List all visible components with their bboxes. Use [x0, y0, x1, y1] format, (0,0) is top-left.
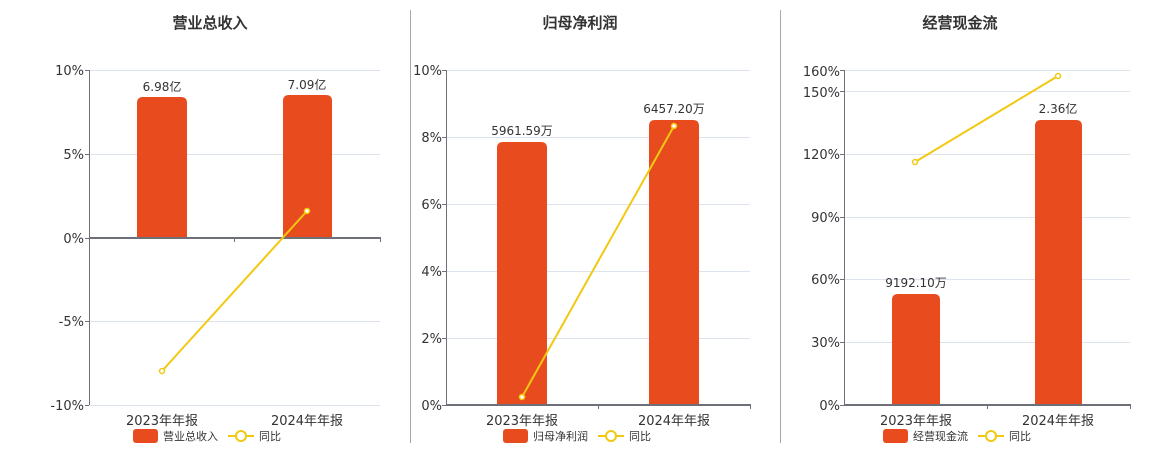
bar-2023[interactable]	[497, 142, 547, 405]
chart-panel-operating-cash-flow: 经营现金流	[780, 0, 1160, 450]
yoy-line	[914, 75, 1059, 163]
svg-text:2024年年报: 2024年年报	[1022, 414, 1094, 429]
yoy-point[interactable]	[303, 207, 311, 215]
svg-text:2%: 2%	[421, 332, 442, 347]
y-tick-labels: 160% 150% 120% 90% 60% 30% 0%	[803, 65, 840, 414]
x-tick-labels: 2023年年报 2024年年报	[126, 414, 343, 429]
svg-text:9192.10万: 9192.10万	[885, 276, 947, 290]
grid-lines	[446, 70, 750, 339]
legend-line-label[interactable]: 同比	[1009, 430, 1031, 443]
svg-text:120%: 120%	[803, 148, 840, 163]
svg-text:4%: 4%	[421, 265, 442, 280]
legend-bar-swatch[interactable]	[133, 429, 158, 443]
svg-text:160%: 160%	[803, 65, 840, 80]
x-tick-labels: 2023年年报 2024年年报	[880, 414, 1094, 429]
bar-2024[interactable]	[649, 120, 699, 405]
legend-line-icon[interactable]	[598, 429, 624, 443]
bar-2023[interactable]	[137, 97, 187, 238]
x-tick-labels: 2023年年报 2024年年报	[486, 414, 710, 429]
svg-text:90%: 90%	[811, 211, 840, 226]
yoy-line	[161, 210, 308, 372]
svg-text:6.98亿: 6.98亿	[143, 79, 182, 94]
legend-line-label[interactable]: 同比	[629, 430, 651, 443]
y-tick-labels: 10% 8% 6% 4% 2% 0%	[413, 64, 442, 414]
svg-text:5%: 5%	[63, 148, 84, 163]
svg-text:0%: 0%	[63, 232, 84, 247]
legend-line-icon[interactable]	[978, 429, 1004, 443]
legend: 营业总收入 同比	[133, 428, 281, 444]
svg-text:2024年年报: 2024年年报	[271, 414, 343, 429]
bar-2024[interactable]	[1035, 120, 1082, 405]
legend-bar-swatch[interactable]	[883, 429, 908, 443]
svg-text:2024年年报: 2024年年报	[638, 414, 710, 429]
legend: 归母净利润 同比	[503, 428, 651, 444]
svg-text:-10%: -10%	[50, 399, 84, 414]
svg-text:7.09亿: 7.09亿	[288, 77, 327, 92]
panel-divider	[410, 10, 411, 443]
bar-value-labels: 6.98亿 7.09亿	[143, 77, 327, 94]
legend-bar-label[interactable]: 归母净利润	[533, 430, 588, 443]
bar-value-labels: 9192.10万 2.36亿	[885, 101, 1077, 290]
grid-lines	[844, 70, 1130, 343]
chart-panel-revenue: 营业总收入 10% 5% 0% -5% -10% 6.98亿 7.09亿	[0, 0, 400, 450]
svg-text:30%: 30%	[811, 336, 840, 351]
svg-text:10%: 10%	[413, 64, 442, 79]
svg-text:2023年年报: 2023年年报	[486, 414, 558, 429]
svg-text:150%: 150%	[803, 86, 840, 101]
chart-title: 营业总收入	[172, 14, 248, 32]
bar-2023[interactable]	[892, 294, 940, 405]
bar-value-labels: 5961.59万 6457.20万	[491, 102, 705, 138]
chart-canvas: 10% 5% 0% -5% -10% 6.98亿 7.09亿 2023年年报 2…	[50, 64, 381, 429]
svg-text:0%: 0%	[819, 399, 840, 414]
svg-text:-5%: -5%	[59, 315, 84, 330]
yoy-line	[521, 125, 675, 398]
chart-title: 归母净利润	[542, 14, 618, 32]
svg-text:2023年年报: 2023年年报	[126, 414, 198, 429]
svg-text:8%: 8%	[421, 131, 442, 146]
legend-bar-label[interactable]: 经营现金流	[913, 430, 968, 443]
grid-lines	[89, 70, 380, 406]
yoy-point[interactable]	[1054, 72, 1062, 80]
svg-text:0%: 0%	[421, 399, 442, 414]
chart-title: 经营现金流	[922, 14, 998, 32]
bar-2024[interactable]	[283, 95, 332, 238]
chart-panel-net-profit: 归母净利润	[400, 0, 780, 450]
yoy-point[interactable]	[518, 393, 526, 401]
svg-text:5961.59万: 5961.59万	[491, 124, 553, 138]
panel-divider	[780, 10, 781, 443]
legend-line-label[interactable]: 同比	[259, 430, 281, 443]
legend-bar-swatch[interactable]	[503, 429, 528, 443]
yoy-point[interactable]	[670, 122, 678, 130]
yoy-point[interactable]	[158, 367, 166, 375]
legend-line-icon[interactable]	[228, 429, 254, 443]
svg-text:60%: 60%	[811, 273, 840, 288]
svg-text:6%: 6%	[421, 198, 442, 213]
svg-text:6457.20万: 6457.20万	[643, 102, 705, 116]
svg-text:10%: 10%	[55, 64, 84, 79]
yoy-point[interactable]	[911, 158, 919, 166]
legend-bar-label[interactable]: 营业总收入	[163, 430, 218, 443]
legend: 经营现金流 同比	[883, 428, 1031, 444]
svg-text:2.36亿: 2.36亿	[1039, 101, 1078, 116]
y-tick-labels: 10% 5% 0% -5% -10%	[50, 64, 84, 414]
svg-text:2023年年报: 2023年年报	[880, 414, 952, 429]
